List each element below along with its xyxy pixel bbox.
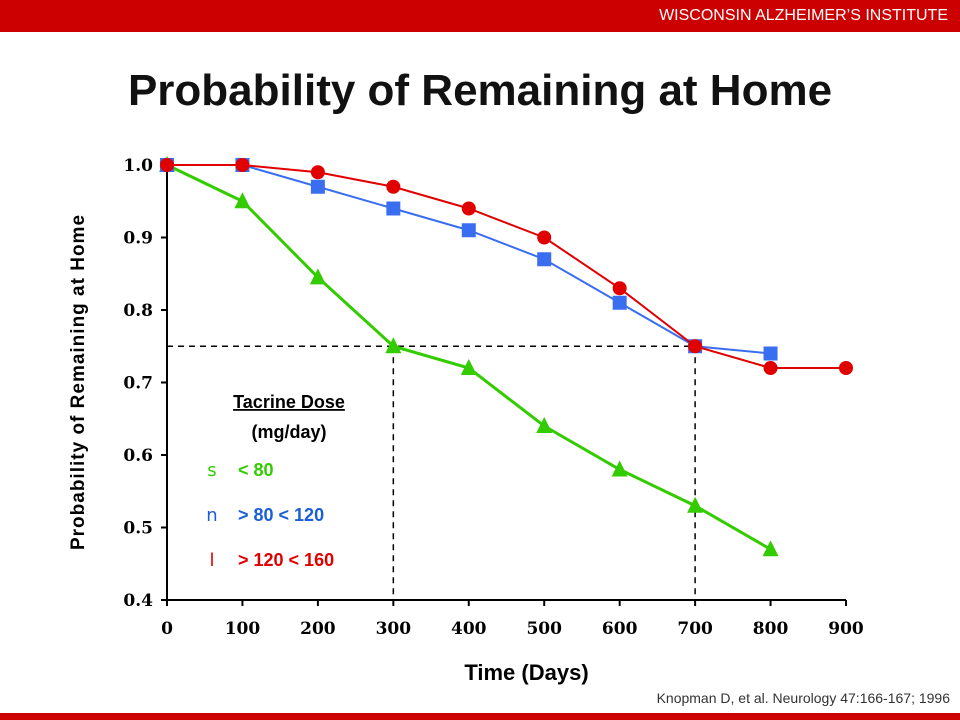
data-point-circle	[612, 281, 627, 296]
series-line-triangle	[166, 163, 772, 551]
data-point-square	[310, 179, 325, 194]
x-axis-label: Time (Days)	[464, 660, 588, 685]
citation: Knopman D, et al. Neurology 47:166-167; …	[656, 690, 950, 706]
data-point-triangle	[460, 359, 477, 375]
legend: Tacrine Dose (mg/day) s < 80 n > 80 < 120 l > 1…	[206, 392, 345, 571]
data-point-circle	[310, 165, 325, 180]
x-tick-label: 700	[677, 619, 713, 639]
data-point-triangle	[234, 192, 251, 209]
data-point-square	[386, 201, 401, 216]
data-point-circle	[160, 158, 174, 172]
series-group	[159, 156, 853, 557]
x-tick-label: 0	[161, 619, 173, 639]
legend-entry-label: > 120 < 160	[238, 550, 334, 570]
data-point-square	[763, 346, 778, 361]
data-point-square	[537, 252, 552, 267]
legend-glyph: n	[206, 505, 217, 526]
data-point-circle	[386, 179, 401, 194]
data-point-circle	[763, 361, 778, 375]
x-tick-label: 600	[602, 619, 638, 639]
y-tick-label: 0.4	[123, 591, 153, 611]
data-point-triangle	[536, 417, 553, 433]
data-point-triangle	[687, 496, 704, 513]
slide-title: Probability of Remaining at Home	[127, 66, 833, 115]
header-bar: WISCONSIN ALZHEIMER’S INSTITUTE	[0, 0, 960, 32]
data-point-circle	[235, 158, 250, 172]
data-point-circle	[461, 201, 476, 216]
institute-name: WISCONSIN ALZHEIMER’S INSTITUTE	[659, 7, 948, 24]
x-tick-label: 200	[300, 619, 336, 639]
legend-entry-label: < 80	[238, 460, 274, 480]
legend-subtitle: (mg/day)	[251, 422, 326, 442]
legend-entry-label: > 80 < 120	[238, 505, 324, 525]
data-point-triangle	[611, 460, 628, 477]
x-tick-label: 100	[225, 619, 261, 639]
y-tick-label: 0.8	[123, 301, 153, 321]
series-line-circle	[167, 164, 846, 369]
data-point-circle	[537, 230, 552, 245]
x-tick-label: 300	[376, 619, 412, 639]
axes: 0.4 0.5 0.6 0.7 0.8 0.9 1.0 0 100 200 300 400 500 600…	[68, 156, 864, 685]
legend-title: Tacrine Dose	[233, 392, 345, 412]
data-point-triangle	[762, 540, 779, 557]
y-tick-label: 1.0	[123, 156, 153, 176]
y-tick-label: 0.5	[123, 519, 153, 539]
x-tick-label: 400	[451, 619, 487, 639]
data-point-circle	[688, 339, 703, 354]
footer-bar	[0, 713, 960, 720]
legend-glyph: l	[209, 550, 214, 571]
legend-glyph: s	[207, 460, 216, 481]
data-point-circle	[839, 361, 853, 375]
y-axis-label: Probability of Remaining at Home	[68, 214, 89, 550]
x-tick-label: 500	[526, 619, 562, 639]
x-tick-label: 900	[828, 619, 864, 639]
y-tick-label: 0.9	[123, 229, 153, 249]
data-point-square	[612, 295, 627, 310]
y-tick-label: 0.7	[123, 374, 153, 394]
y-tick-label: 0.6	[123, 446, 153, 466]
reference-lines	[167, 345, 696, 600]
data-point-triangle	[309, 268, 326, 285]
data-point-square	[461, 223, 476, 238]
series-line-square	[167, 164, 771, 355]
data-point-triangle	[385, 337, 402, 354]
x-tick-label: 800	[753, 619, 789, 639]
